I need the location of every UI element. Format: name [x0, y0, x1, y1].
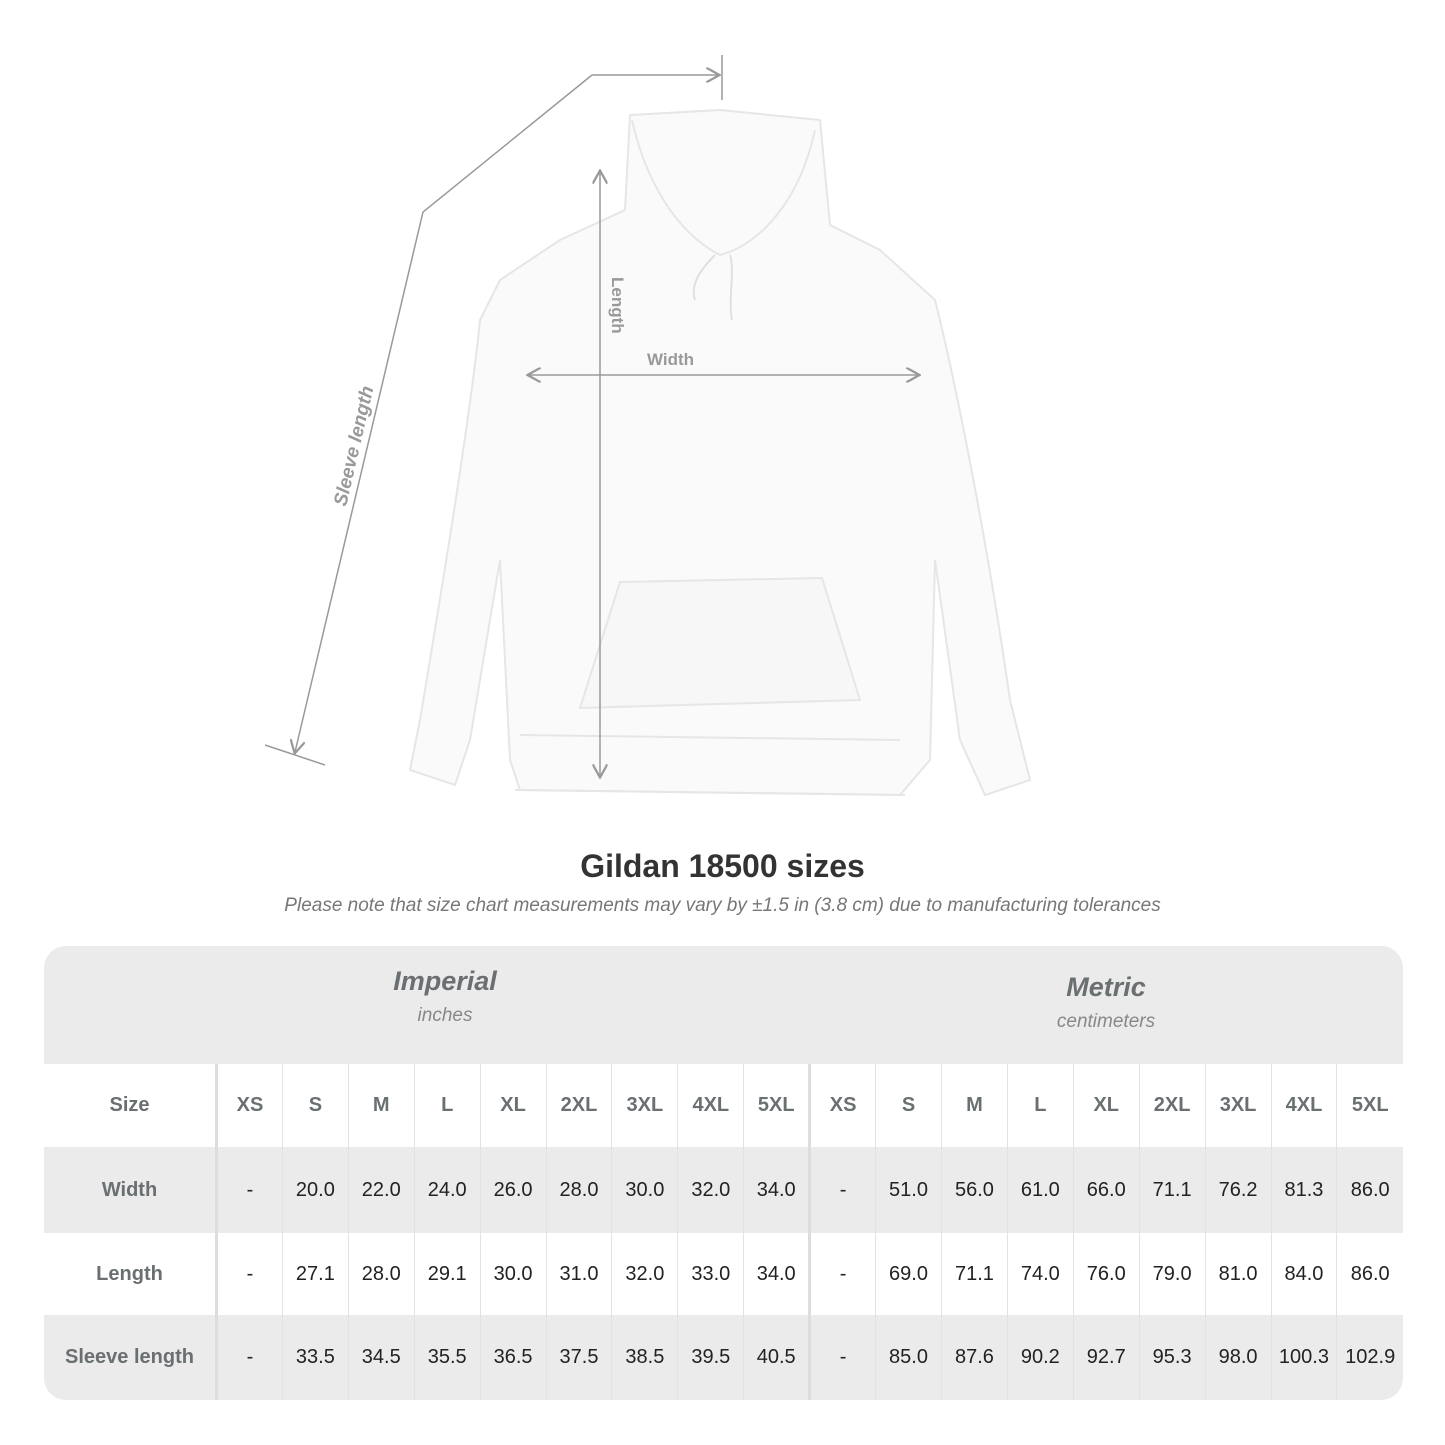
- metric-value-cell: 95.3: [1138, 1315, 1206, 1400]
- imperial-value-cell: 32.0: [611, 1233, 678, 1315]
- metric-size-header: XL: [1072, 1064, 1140, 1147]
- imperial-size-header: M: [347, 1064, 415, 1147]
- imperial-value-cell: 31.0: [545, 1233, 612, 1315]
- imperial-title: Imperial: [393, 966, 497, 996]
- metric-value-cell: -: [808, 1147, 876, 1233]
- imperial-value-cell: 34.5: [347, 1315, 415, 1400]
- metric-value-cell: 61.0: [1006, 1147, 1074, 1233]
- metric-value-cell: 84.0: [1270, 1233, 1337, 1315]
- table-row: Length -27.1 28.0 29.1 30.0 31.0 32.0 33.0 34.0-…: [44, 1233, 1403, 1315]
- imperial-value-cell: 24.0: [413, 1147, 481, 1233]
- table-header-row: Size XS S M L XL 2XL 3XL 4XL 5XL XS S M L XL 2XL 3XL 4XL 5…: [44, 1064, 1403, 1147]
- metric-value-cell: 86.0: [1336, 1147, 1403, 1233]
- metric-value-cell: 79.0: [1138, 1233, 1206, 1315]
- metric-size-header: M: [940, 1064, 1008, 1147]
- imperial-size-header: 5XL: [743, 1064, 810, 1147]
- metric-value-cell: 98.0: [1204, 1315, 1271, 1400]
- metric-value-cell: 51.0: [875, 1147, 942, 1233]
- metric-value-cell: 102.9: [1336, 1315, 1403, 1400]
- metric-size-header: L: [1006, 1064, 1074, 1147]
- length-label: Length: [608, 277, 627, 334]
- imperial-value-cell: 30.0: [611, 1147, 678, 1233]
- page-title: Gildan 18500 sizes: [580, 848, 865, 884]
- sleeve-length-label: Sleeve length: [330, 384, 378, 508]
- metric-value-cell: 87.6: [940, 1315, 1008, 1400]
- imperial-value-cell: 28.0: [545, 1147, 612, 1233]
- imperial-value-cell: 40.5: [743, 1315, 810, 1400]
- hoodie-shape: [408, 108, 1032, 797]
- imperial-value-cell: 26.0: [479, 1147, 547, 1233]
- metric-value-cell: 85.0: [875, 1315, 942, 1400]
- metric-value-cell: 86.0: [1336, 1233, 1403, 1315]
- imperial-size-header: 2XL: [545, 1064, 612, 1147]
- imperial-value-cell: 33.0: [677, 1233, 744, 1315]
- metric-value-cell: 66.0: [1072, 1147, 1140, 1233]
- hoodie-drawstrings: [692, 254, 733, 321]
- imperial-size-header: S: [281, 1064, 349, 1147]
- imperial-value-cell: -: [216, 1147, 283, 1233]
- metric-size-header: XS: [808, 1064, 876, 1147]
- metric-value-cell: 69.0: [875, 1233, 942, 1315]
- table-row: Sleeve length -33.5 34.5 35.5 36.5 37.5 38.5 39…: [44, 1315, 1403, 1400]
- imperial-size-header: XL: [479, 1064, 547, 1147]
- imperial-value-cell: 33.5: [281, 1315, 349, 1400]
- size-chart-table: Imperial inches Metric centimeters Size X…: [44, 946, 1403, 1400]
- imperial-value-cell: 37.5: [545, 1315, 612, 1400]
- imperial-value-cell: 22.0: [347, 1147, 415, 1233]
- tolerance-note: Please note that size chart measurements…: [284, 895, 1161, 916]
- imperial-value-cell: 32.0: [677, 1147, 744, 1233]
- metric-value-cell: -: [808, 1315, 876, 1400]
- metric-size-header: 2XL: [1138, 1064, 1206, 1147]
- metric-value-cell: 92.7: [1072, 1315, 1140, 1400]
- imperial-value-cell: 30.0: [479, 1233, 547, 1315]
- imperial-value-cell: 34.0: [743, 1147, 810, 1233]
- metric-value-cell: 76.2: [1204, 1147, 1271, 1233]
- metric-value-cell: -: [808, 1233, 876, 1315]
- metric-value-cell: 90.2: [1006, 1315, 1074, 1400]
- sleeve-line: [295, 74, 593, 752]
- imperial-size-header: 3XL: [611, 1064, 678, 1147]
- imperial-value-cell: 39.5: [677, 1315, 744, 1400]
- metric-value-cell: 71.1: [1138, 1147, 1206, 1233]
- imperial-size-header: XS: [216, 1064, 283, 1147]
- imperial-size-header: L: [413, 1064, 481, 1147]
- size-header: Size: [44, 1064, 218, 1147]
- imperial-value-cell: 28.0: [347, 1233, 415, 1315]
- metric-value-cell: 81.3: [1270, 1147, 1337, 1233]
- table-row: Width -20.0 22.0 24.0 26.0 28.0 30.0 32.0 34.0-5…: [44, 1147, 1403, 1233]
- metric-header: Metric centimeters: [809, 946, 1403, 1064]
- imperial-value-cell: 38.5: [611, 1315, 678, 1400]
- imperial-value-cell: 36.5: [479, 1315, 547, 1400]
- imperial-value-cell: 27.1: [281, 1233, 349, 1315]
- imperial-size-header: 4XL: [677, 1064, 744, 1147]
- imperial-value-cell: -: [216, 1315, 283, 1400]
- imperial-value-cell: -: [216, 1233, 283, 1315]
- imperial-value-cell: 34.0: [743, 1233, 810, 1315]
- metric-value-cell: 56.0: [940, 1147, 1008, 1233]
- width-label: Width: [647, 350, 694, 369]
- metric-value-cell: 81.0: [1204, 1233, 1271, 1315]
- units-header: [44, 946, 1403, 1064]
- imperial-unit: inches: [417, 1005, 473, 1026]
- imperial-header: Imperial inches: [215, 946, 675, 1058]
- metric-value-cell: 71.1: [940, 1233, 1008, 1315]
- row-label: Length: [44, 1233, 218, 1315]
- metric-title: Metric: [1066, 972, 1146, 1002]
- metric-size-header: 3XL: [1204, 1064, 1271, 1147]
- imperial-value-cell: 29.1: [413, 1233, 481, 1315]
- metric-unit: centimeters: [1056, 1011, 1156, 1032]
- metric-size-header: 5XL: [1336, 1064, 1403, 1147]
- size-table: Size XS S M L XL 2XL 3XL 4XL 5XL XS S M L XL 2XL 3XL 4XL 5…: [44, 1064, 1403, 1400]
- metric-value-cell: 76.0: [1072, 1233, 1140, 1315]
- row-label: Sleeve length: [44, 1315, 218, 1400]
- imperial-value-cell: 35.5: [413, 1315, 481, 1400]
- measurement-lines: [264, 55, 918, 776]
- imperial-value-cell: 20.0: [281, 1147, 349, 1233]
- hoodie-illustration: Length Width Sleeve length: [264, 55, 1032, 797]
- metric-value-cell: 74.0: [1006, 1233, 1074, 1315]
- row-label: Width: [44, 1147, 218, 1233]
- metric-value-cell: 100.3: [1270, 1315, 1337, 1400]
- metric-size-header: 4XL: [1270, 1064, 1337, 1147]
- metric-size-header: S: [875, 1064, 942, 1147]
